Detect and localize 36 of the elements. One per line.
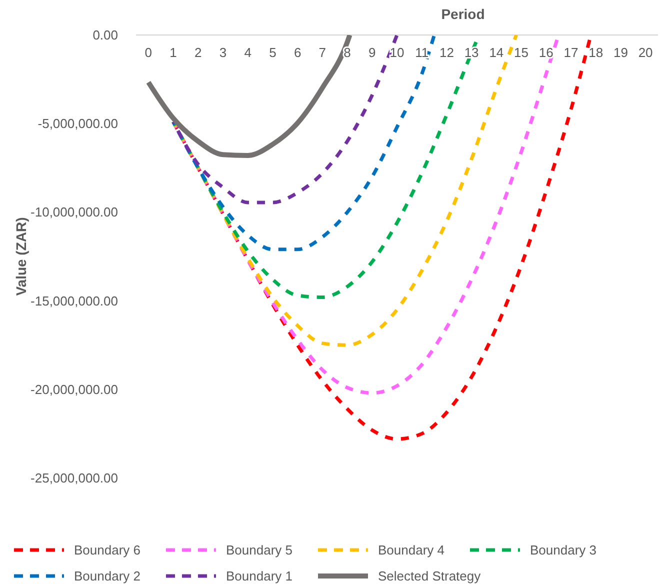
x-tick-label: 3 (219, 45, 227, 60)
line-series (172, 35, 436, 252)
legend-label: Selected Strategy (378, 568, 482, 584)
x-tick-label: 11 (415, 45, 429, 60)
x-tick-label: 10 (390, 45, 404, 60)
y-axis-title: Value (ZAR) (13, 217, 29, 296)
y-tick-label: -10,000,000.00 (30, 204, 118, 220)
legend-label: Boundary 2 (74, 568, 140, 584)
legend-label: Boundary 3 (530, 542, 596, 558)
x-tick-label: 7 (318, 45, 326, 60)
x-tick-label: 2 (194, 45, 202, 60)
x-tick-label: 4 (244, 45, 252, 60)
legend-label: Boundary 6 (74, 542, 140, 558)
x-tick-label: 12 (439, 45, 454, 60)
y-tick-label: 0.00 (92, 28, 118, 42)
x-tick-label: 0 (144, 45, 152, 60)
x-tick-label: 9 (368, 45, 376, 60)
y-tick-label: -25,000,000.00 (30, 470, 118, 486)
x-tick-label: 18 (588, 45, 604, 60)
x-tick-label: 17 (564, 45, 578, 60)
x-tick-label: 13 (464, 45, 479, 60)
legend-label: Boundary 1 (226, 568, 292, 584)
x-tick-label: 20 (638, 45, 653, 60)
x-tick-label: 5 (269, 45, 276, 60)
x-tick-label: 14 (489, 45, 504, 60)
x-tick-label: 6 (294, 45, 302, 60)
y-tick-label: -20,000,000.00 (30, 382, 118, 397)
x-tick-label: 19 (613, 45, 628, 60)
x-tick-label: 15 (514, 45, 529, 60)
x-tick-label: 16 (538, 45, 554, 60)
y-tick-label: -15,000,000.00 (30, 293, 118, 308)
legend-label: Boundary 4 (378, 542, 444, 558)
x-axis-title: Period (441, 6, 485, 22)
legend-label: Boundary 5 (226, 542, 292, 558)
y-tick-label: -5,000,000.00 (38, 116, 118, 132)
x-tick-label: 1 (170, 45, 177, 60)
